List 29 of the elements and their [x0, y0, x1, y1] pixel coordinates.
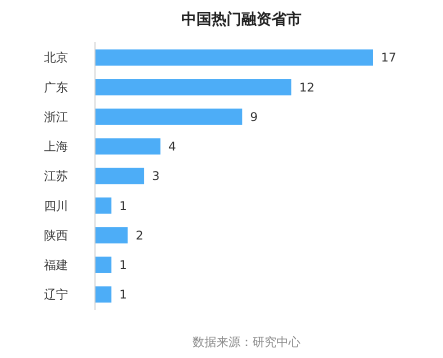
bar — [95, 256, 112, 273]
data-label: 12 — [299, 80, 315, 94]
data-label: 9 — [250, 110, 258, 124]
data-label: 2 — [136, 228, 144, 242]
bar — [95, 49, 373, 66]
bar — [95, 108, 242, 125]
y-tick-label: 辽宁 — [44, 288, 68, 302]
y-tick-label: 江苏 — [44, 169, 68, 184]
bar — [95, 138, 160, 155]
data-label: 17 — [381, 50, 396, 65]
bar — [95, 286, 112, 303]
bar — [95, 79, 292, 96]
data-label: 4 — [168, 140, 176, 154]
y-tick-label: 北京 — [44, 50, 68, 65]
chart-title: 中国热门融资省市 — [182, 10, 302, 28]
source-note: 数据来源：研究中心 — [192, 335, 300, 349]
y-tick-label: 上海 — [44, 140, 68, 154]
y-tick-label: 广东 — [44, 80, 68, 94]
y-tick-label: 陕西 — [44, 228, 68, 242]
y-tick-label: 福建 — [44, 258, 68, 272]
data-label: 1 — [119, 198, 127, 213]
y-tick-label: 四川 — [44, 198, 68, 213]
bar — [95, 197, 112, 214]
data-label: 1 — [119, 258, 127, 272]
y-tick-label: 浙江 — [44, 110, 68, 124]
bar — [95, 168, 144, 184]
bar — [95, 227, 128, 244]
data-label: 1 — [119, 288, 127, 302]
data-label: 3 — [152, 169, 160, 184]
